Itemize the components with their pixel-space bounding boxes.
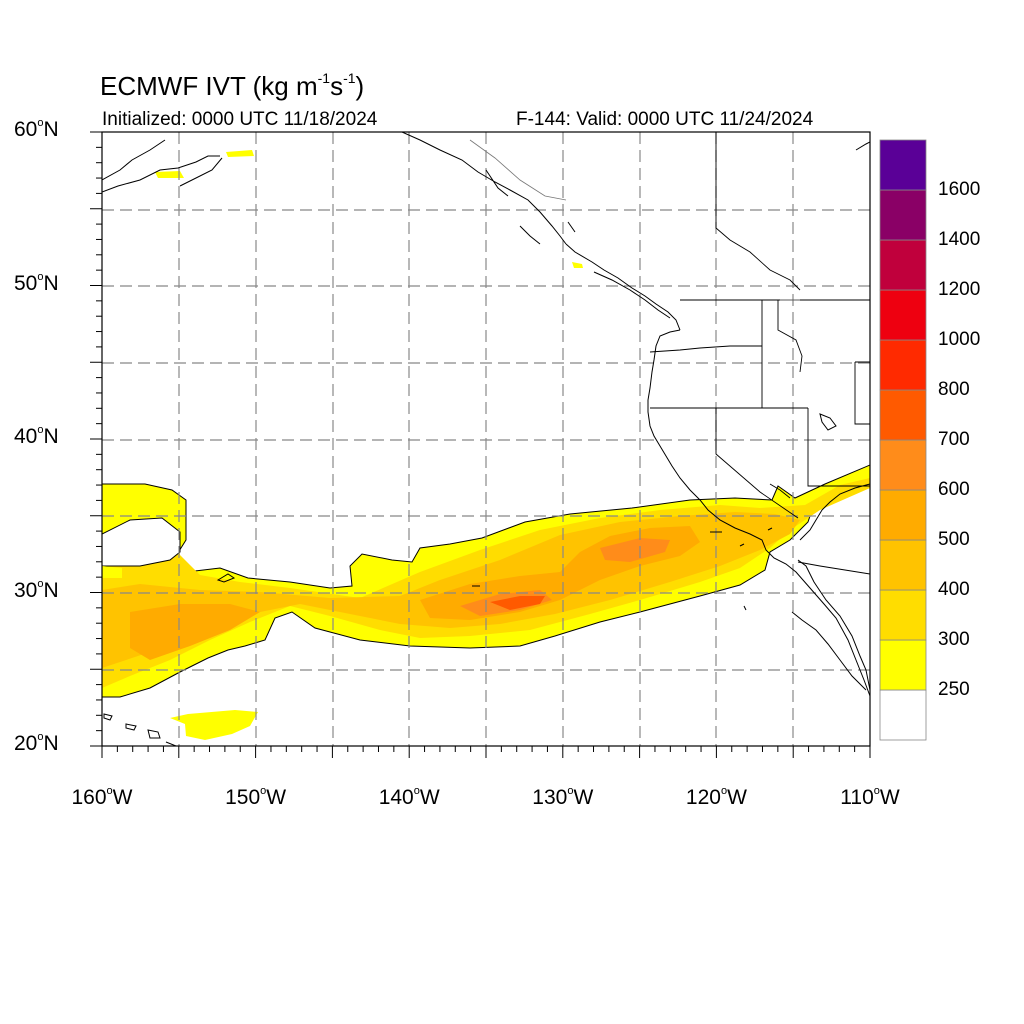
- colorbar-swatch: [879, 389, 927, 441]
- panhandle-coast: [401, 132, 576, 245]
- colorbar-swatch: [879, 189, 927, 241]
- colorbar-swatch: [879, 239, 927, 291]
- colorbar-label: 700: [938, 429, 970, 450]
- valid-time-label: F-144: Valid: 0000 UTC 11/24/2024: [516, 109, 814, 130]
- lat-label: 40oN: [14, 424, 59, 449]
- border-lines-light: [469, 139, 800, 301]
- colorbar-swatch: [879, 439, 927, 491]
- great-lakes-area: [819, 141, 870, 431]
- colorbar-swatch: [879, 589, 927, 641]
- colorbar-label: 1400: [938, 229, 981, 250]
- lon-label: 160oW: [71, 785, 133, 810]
- lat-label: 20oN: [14, 731, 59, 756]
- ivt-patch-south: [170, 710, 258, 740]
- ivt-patch-alaska-1: [226, 150, 254, 157]
- lon-label: 150oW: [225, 785, 287, 810]
- colorbar-label: 300: [938, 629, 970, 650]
- colorbar-label: 800: [938, 379, 970, 400]
- colorbar-swatch: [879, 639, 927, 691]
- ivt-patch-west: [102, 566, 122, 578]
- colorbar-swatch: [879, 139, 927, 191]
- ivt-patch-bc: [572, 262, 583, 268]
- colorbar-label: 600: [938, 479, 970, 500]
- us-west-coast: [647, 329, 870, 697]
- colorbar-swatch: [879, 489, 927, 541]
- lat-label: 60oN: [14, 117, 59, 142]
- colorbar-label: 1200: [938, 279, 981, 300]
- axis-ticks: [90, 131, 871, 758]
- coastlines: [102, 132, 870, 746]
- hawaii: [103, 713, 177, 746]
- lat-label: 50oN: [14, 270, 59, 295]
- ivt-contour-600: [460, 538, 670, 616]
- map-title: ECMWF IVT (kg m-1s-1): [100, 70, 365, 101]
- baja-coast: [791, 559, 870, 691]
- ivt-contour-700: [490, 596, 545, 610]
- lon-label: 140oW: [378, 785, 440, 810]
- colorbar: [879, 139, 927, 741]
- colorbar-swatch: [879, 689, 927, 741]
- lon-label: 110oW: [840, 785, 900, 810]
- gulf-california: [799, 483, 870, 541]
- lon-label: 120oW: [685, 785, 747, 810]
- lon-label: 130oW: [532, 785, 594, 810]
- colorbar-label: 500: [938, 529, 970, 550]
- state-borders: [649, 132, 870, 575]
- colorbar-label: 400: [938, 579, 970, 600]
- colorbar-label: 1600: [938, 179, 981, 200]
- colorbar-swatch: [879, 339, 927, 391]
- alaska-coast: [102, 139, 223, 193]
- islands: [216, 527, 773, 611]
- colorbar-label: 1000: [938, 329, 981, 350]
- ivt-patch-alaska-2: [155, 171, 184, 178]
- lat-label: 30oN: [14, 577, 59, 602]
- colorbar-swatch: [879, 539, 927, 591]
- initialized-label: Initialized: 0000 UTC 11/18/2024: [102, 109, 378, 130]
- colorbar-label: 250: [938, 679, 970, 700]
- ivt-gap: [102, 517, 181, 567]
- bc-coast: [565, 243, 681, 331]
- colorbar-swatch: [879, 289, 927, 341]
